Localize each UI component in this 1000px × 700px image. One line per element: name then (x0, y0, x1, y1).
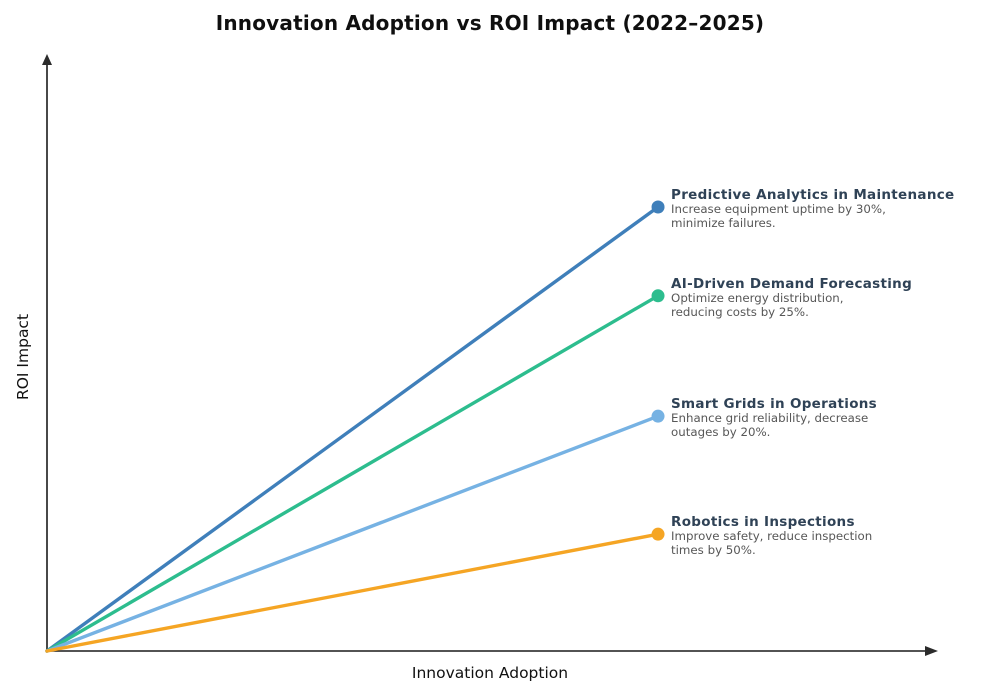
series-description-line: Optimize energy distribution, (671, 290, 844, 305)
series-description-line: Improve safety, reduce inspection (671, 529, 873, 544)
series-endpoint-dot-0 (651, 200, 665, 214)
series-line-3 (45, 532, 660, 653)
chart-title: Innovation Adoption vs ROI Impact (2022–… (215, 11, 765, 35)
x-axis-arrow-icon (925, 646, 938, 656)
series-line-0 (45, 205, 660, 653)
series-name: Smart Grids in Operations (671, 396, 878, 413)
series-label-1: AI-Driven Demand Forecasting Optimize ene… (671, 276, 912, 320)
y-axis-arrow-icon (42, 54, 52, 65)
series-description-line: minimize failures. (671, 215, 776, 230)
series-name: Predictive Analytics in Maintenance (671, 186, 955, 203)
series-description-line: Enhance grid reliability, decrease (671, 411, 869, 426)
series-line-2 (45, 414, 660, 653)
y-axis-label: ROI Impact (14, 313, 32, 401)
series-description-line: reducing costs by 25%. (671, 304, 809, 319)
series-description-line: outages by 20%. (671, 424, 771, 439)
series-endpoint-dot-3 (651, 527, 665, 541)
series-name: Robotics in Inspections (671, 514, 855, 531)
series-endpoint-dot-1 (651, 289, 665, 303)
series-label-2: Smart Grids in Operations Enhance grid re… (671, 396, 877, 440)
x-axis-label: Innovation Adoption (411, 664, 569, 682)
series-description-line: times by 50%. (671, 542, 756, 557)
series-label-3: Robotics in Inspections Improve safety, r… (671, 514, 872, 558)
series-endpoint-dot-2 (651, 409, 665, 423)
series-label-0: Predictive Analytics in Maintenance Incre… (671, 187, 954, 231)
series-name: AI-Driven Demand Forecasting (671, 275, 913, 292)
series-description-line: Increase equipment uptime by 30%, (671, 201, 886, 216)
series-line-1 (45, 294, 660, 653)
